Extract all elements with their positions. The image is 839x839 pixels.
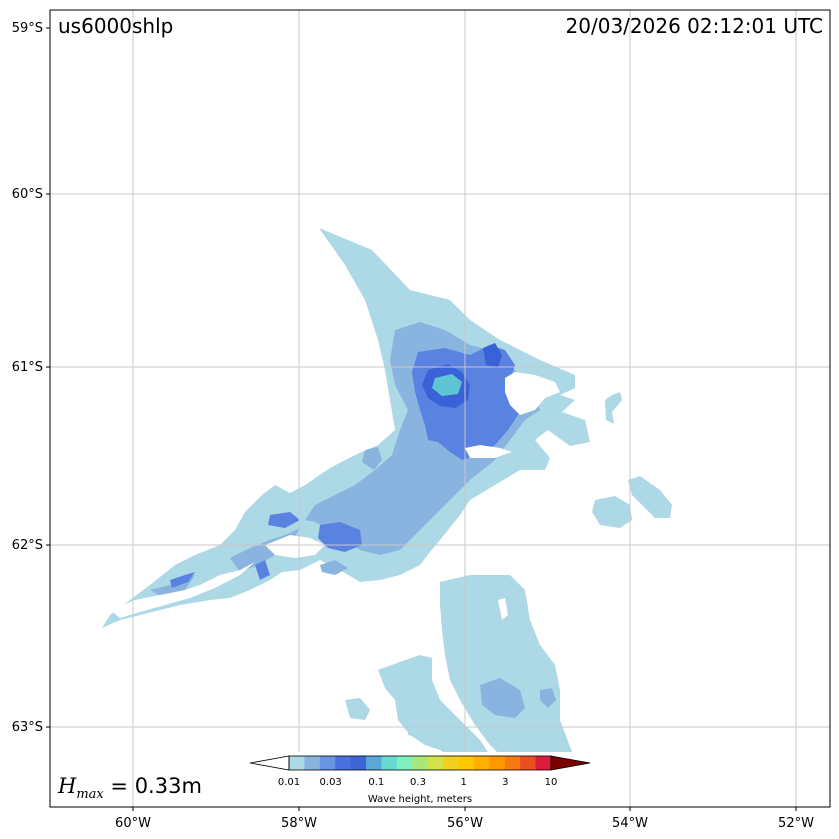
map-frame: [49, 9, 831, 808]
timestamp-label: 20/03/2026 02:12:01 UTC: [565, 14, 823, 38]
colorbar-cell: [350, 756, 367, 770]
colorbar-cell: [381, 756, 398, 770]
wave-band-03: [432, 374, 462, 396]
hmax-symbol: H: [58, 774, 77, 798]
colorbar-cell: [473, 756, 490, 770]
colorbar-cell: [319, 756, 336, 770]
lon-tick-labels: 60°W 58°W 56°W 54°W 52°W: [115, 816, 814, 831]
lat-tick-label: 60°S: [12, 187, 43, 202]
colorbar-tick-label: 0.3: [410, 777, 426, 788]
colorbar-cell: [535, 756, 552, 770]
lat-tick-label: 62°S: [12, 538, 43, 553]
lat-tick-label: 63°S: [12, 720, 43, 735]
lon-tick-label: 60°W: [115, 816, 151, 831]
colorbar-tick-label: 0.01: [278, 777, 300, 788]
colorbar-cell: [458, 756, 475, 770]
colorbar-cell: [427, 756, 444, 770]
colorbar-cell: [289, 756, 305, 770]
lat-tick-labels: 59°S 60°S 61°S 62°S 63°S: [12, 21, 43, 735]
graticule: [50, 10, 830, 807]
colorbar-cell: [335, 756, 352, 770]
colorbar-cell: [412, 756, 429, 770]
colorbar-cell: [504, 756, 521, 770]
colorbar-cell: [443, 756, 460, 770]
colorbar-tick-labels: 0.01 0.03 0.1 0.3 1 3 10: [278, 777, 558, 788]
colorbar-cell: [366, 756, 382, 770]
colorbar-tick-label: 10: [545, 777, 558, 788]
hmax-value: = 0.33m: [103, 774, 202, 798]
land-masks: [110, 372, 560, 620]
event-id-label: us6000shlp: [58, 14, 174, 38]
lat-tick-marks: [46, 27, 50, 728]
lat-tick-label: 59°S: [12, 21, 43, 36]
colorbar-tick-label: 0.03: [320, 777, 342, 788]
hmax-subscript: max: [76, 787, 104, 803]
lat-tick-label: 61°S: [12, 360, 43, 375]
colorbar-cells: [289, 756, 552, 770]
colorbar-cell: [489, 756, 506, 770]
hmax-label: Hmax = 0.33m: [58, 774, 202, 802]
colorbar: 0.01 0.03 0.1 0.3 1 3 10 Wave height, meters: [248, 752, 594, 806]
colorbar-tick-label: 3: [502, 777, 508, 788]
lon-tick-label: 56°W: [447, 816, 483, 831]
lon-tick-label: 52°W: [778, 816, 814, 831]
colorbar-cell: [304, 756, 321, 770]
lon-tick-marks: [132, 807, 797, 811]
colorbar-tick-label: 1: [460, 777, 466, 788]
colorbar-outline: [288, 755, 552, 771]
colorbar-tick-label: 0.1: [368, 777, 384, 788]
lon-tick-label: 54°W: [612, 816, 648, 831]
colorbar-cell: [520, 756, 537, 770]
colorbar-cell: [396, 756, 413, 770]
lon-tick-label: 58°W: [281, 816, 317, 831]
colorbar-title: Wave height, meters: [368, 794, 472, 805]
